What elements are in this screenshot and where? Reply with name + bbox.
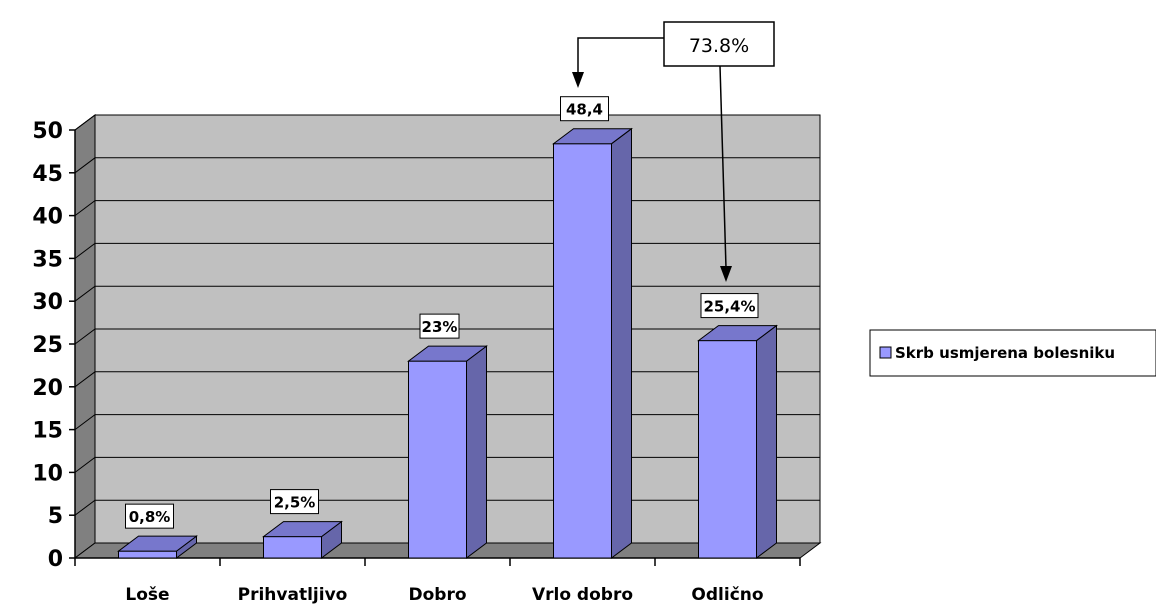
y-tick-label: 40 bbox=[32, 205, 63, 230]
data-label: 25,4% bbox=[701, 294, 758, 318]
y-tick-label: 15 bbox=[32, 419, 63, 444]
bar-front bbox=[554, 144, 612, 558]
legend: Skrb usmjerena bolesniku bbox=[870, 330, 1156, 376]
data-label-text: 48,4 bbox=[566, 101, 603, 119]
legend-swatch bbox=[880, 347, 891, 358]
bar bbox=[409, 346, 487, 558]
bar-side bbox=[612, 129, 632, 558]
y-tick-label: 10 bbox=[32, 461, 63, 486]
bar bbox=[554, 129, 632, 558]
x-tick-label: Vrlo dobro bbox=[532, 585, 633, 605]
bar-side bbox=[467, 346, 487, 558]
data-label-text: 25,4% bbox=[703, 298, 755, 316]
y-axis: 0 5 10 15 20 25 30 35 40 45 50 bbox=[32, 119, 75, 572]
y-tick-label: 20 bbox=[32, 376, 63, 401]
y-tick-label: 50 bbox=[32, 119, 63, 144]
x-tick-label: Prihvatljivo bbox=[238, 585, 348, 605]
bar bbox=[699, 326, 777, 558]
bar-front bbox=[264, 537, 322, 558]
x-tick-label: Dobro bbox=[408, 585, 466, 605]
y-tick-label: 35 bbox=[32, 247, 63, 272]
x-tick-label: Loše bbox=[125, 585, 169, 605]
data-label: 23% bbox=[420, 314, 459, 338]
bar-front bbox=[699, 341, 757, 558]
annotation-arrow-left bbox=[578, 38, 664, 84]
data-label-text: 0,8% bbox=[129, 508, 171, 526]
x-axis: Loše Prihvatljivo Dobro Vrlo dobro Odlično bbox=[75, 558, 800, 605]
bar-front bbox=[119, 551, 177, 558]
y-tick-label: 0 bbox=[48, 547, 63, 572]
bar-side bbox=[757, 326, 777, 558]
data-label: 0,8% bbox=[126, 504, 174, 528]
data-label-text: 2,5% bbox=[274, 494, 316, 512]
y-tick-label: 5 bbox=[48, 504, 63, 529]
x-tick-label: Odlično bbox=[691, 585, 763, 605]
data-label: 2,5% bbox=[271, 490, 319, 514]
y-tick-label: 45 bbox=[32, 162, 63, 187]
annotation-arrowhead-left bbox=[572, 72, 584, 88]
data-label-text: 23% bbox=[422, 318, 458, 336]
data-label: 48,4 bbox=[561, 97, 609, 121]
legend-entry: Skrb usmjerena bolesniku bbox=[895, 344, 1115, 362]
annotation-text: 73.8% bbox=[689, 35, 749, 57]
bar-front bbox=[409, 361, 467, 558]
y-tick-label: 25 bbox=[32, 333, 63, 358]
y-tick-label: 30 bbox=[32, 290, 63, 315]
